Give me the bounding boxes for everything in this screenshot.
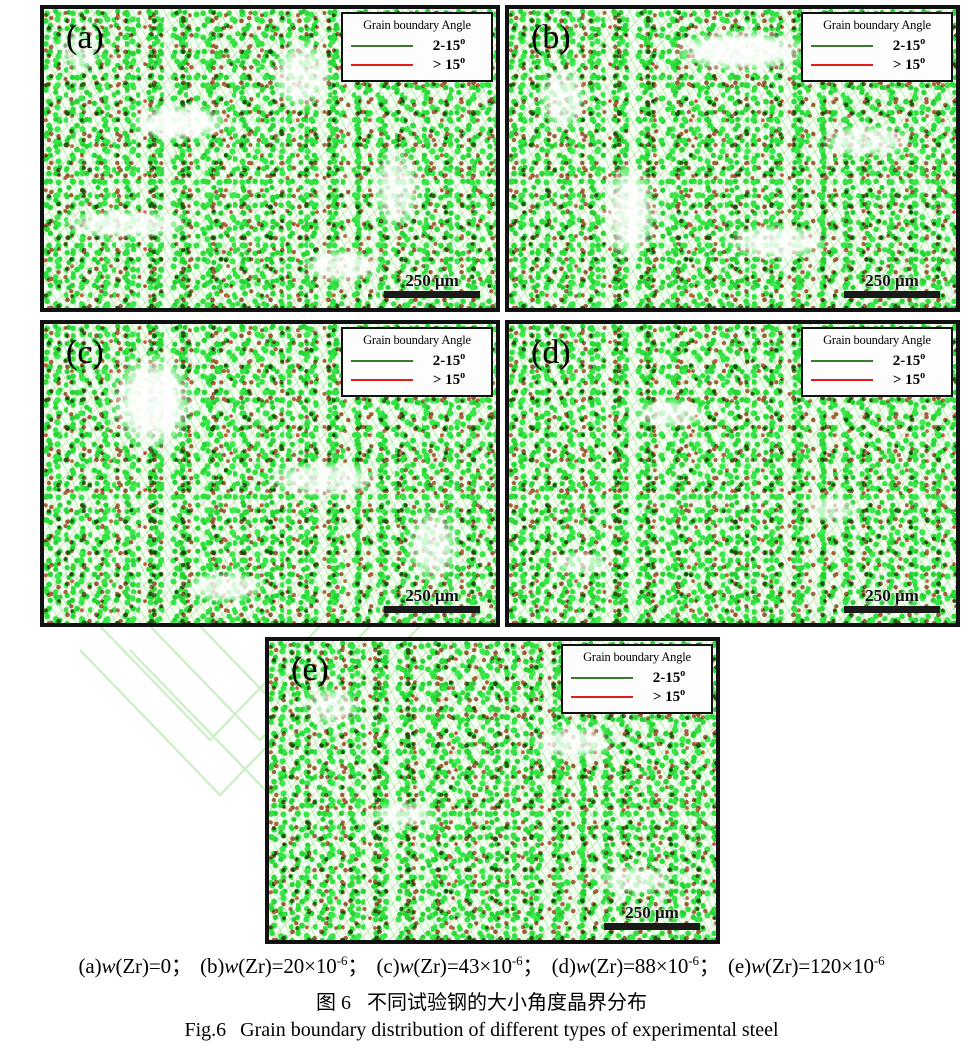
- micrograph-panel-a[interactable]: (a) Grain boundary Angle 2-15o > 15o 250…: [40, 5, 500, 312]
- scalebar-d: 250 μm: [844, 587, 940, 613]
- caption-condition-item: (c)w(Zr)=43×10-6: [376, 953, 523, 978]
- legend-row-low-angle: 2-15o: [349, 36, 485, 55]
- figure-panel-grid: (a) Grain boundary Angle 2-15o > 15o 250…: [40, 5, 960, 944]
- legend-label-low-angle: 2-15o: [652, 668, 686, 686]
- panel-label-e: (e): [291, 651, 329, 688]
- red-line-swatch-icon: [811, 378, 873, 381]
- legend-row-low-angle: 2-15o: [349, 351, 485, 370]
- panel-label-b: (b): [531, 19, 571, 56]
- caption-separator: ；: [171, 954, 201, 978]
- legend-label-high-angle: > 15o: [892, 55, 926, 73]
- caption-condition-item: (e)w(Zr)=120×10-6: [728, 953, 885, 978]
- caption-chinese: 图 6 不同试验钢的大小角度晶界分布: [0, 986, 963, 1015]
- scalebar-bar: [604, 923, 700, 930]
- caption-panel-conditions: (a)w(Zr)=0； (b)w(Zr)=20×10-6； (c)w(Zr)=4…: [0, 950, 963, 980]
- green-line-swatch-icon: [811, 359, 873, 362]
- legend-title: Grain boundary Angle: [823, 18, 931, 32]
- micrograph-panel-d[interactable]: (d) Grain boundary Angle 2-15o > 15o 250…: [505, 320, 960, 627]
- panel-label-c: (c): [66, 334, 104, 371]
- caption-separator: ；: [698, 954, 729, 978]
- ebsd-micrograph-b: [509, 9, 956, 308]
- caption-english-number: Fig.6: [184, 1019, 227, 1041]
- red-line-swatch-icon: [571, 695, 633, 698]
- legend-row-high-angle: > 15o: [349, 370, 485, 389]
- green-line-swatch-icon: [811, 44, 873, 47]
- caption-chinese-number: 图 6: [316, 992, 351, 1014]
- legend-title: Grain boundary Angle: [823, 333, 931, 347]
- figure-caption-block: (a)w(Zr)=0； (b)w(Zr)=20×10-6； (c)w(Zr)=4…: [0, 950, 963, 1042]
- panel-label-d: (d): [531, 334, 571, 371]
- scalebar-label: 250 μm: [405, 586, 459, 606]
- green-line-swatch-icon: [571, 676, 633, 679]
- scalebar-label: 250 μm: [865, 271, 919, 291]
- legend-row-low-angle: 2-15o: [809, 36, 945, 55]
- scalebar-b: 250 μm: [844, 272, 940, 298]
- legend-label-high-angle: > 15o: [432, 55, 466, 73]
- red-line-swatch-icon: [811, 63, 873, 66]
- legend-box-b: Grain boundary Angle 2-15o > 15o: [801, 12, 953, 82]
- legend-box-c: Grain boundary Angle 2-15o > 15o: [341, 327, 493, 397]
- legend-title: Grain boundary Angle: [363, 18, 471, 32]
- legend-box-a: Grain boundary Angle 2-15o > 15o: [341, 12, 493, 82]
- scalebar-bar: [384, 291, 480, 298]
- caption-condition-item: (a)w(Zr)=0: [78, 954, 172, 978]
- micrograph-panel-c[interactable]: (c) Grain boundary Angle 2-15o > 15o 250…: [40, 320, 500, 627]
- legend-row-high-angle: > 15o: [349, 55, 485, 74]
- red-line-swatch-icon: [351, 378, 413, 381]
- scalebar-label: 250 μm: [865, 586, 919, 606]
- legend-label-low-angle: 2-15o: [432, 351, 466, 369]
- micrograph-panel-b[interactable]: (b) Grain boundary Angle 2-15o > 15o 250…: [505, 5, 960, 312]
- scalebar-c: 250 μm: [384, 587, 480, 613]
- scalebar-label: 250 μm: [405, 271, 459, 291]
- scalebar-bar: [844, 291, 940, 298]
- legend-label-low-angle: 2-15o: [892, 36, 926, 54]
- legend-box-d: Grain boundary Angle 2-15o > 15o: [801, 327, 953, 397]
- caption-separator: ；: [522, 954, 552, 978]
- green-line-swatch-icon: [351, 44, 413, 47]
- caption-english-text: Grain boundary distribution of different…: [240, 1019, 779, 1041]
- ebsd-micrograph-c: [44, 324, 496, 623]
- legend-label-high-angle: > 15o: [652, 687, 686, 705]
- panel-label-a: (a): [66, 19, 104, 56]
- legend-row-high-angle: > 15o: [569, 687, 705, 706]
- scalebar-bar: [384, 606, 480, 613]
- scalebar-label: 250 μm: [625, 903, 679, 923]
- legend-label-low-angle: 2-15o: [432, 36, 466, 54]
- legend-box-e: Grain boundary Angle 2-15o > 15o: [561, 644, 713, 714]
- caption-condition-item: (b)w(Zr)=20×10-6: [200, 953, 348, 978]
- legend-row-high-angle: > 15o: [809, 370, 945, 389]
- scalebar-bar: [844, 606, 940, 613]
- legend-title: Grain boundary Angle: [583, 650, 691, 664]
- scalebar-a: 250 μm: [384, 272, 480, 298]
- legend-row-low-angle: 2-15o: [569, 668, 705, 687]
- legend-label-low-angle: 2-15o: [892, 351, 926, 369]
- legend-row-low-angle: 2-15o: [809, 351, 945, 370]
- legend-title: Grain boundary Angle: [363, 333, 471, 347]
- caption-separator: ；: [347, 954, 377, 978]
- caption-chinese-text: 不同试验钢的大小角度晶界分布: [367, 992, 647, 1014]
- caption-condition-item: (d)w(Zr)=88×10-6: [551, 953, 699, 978]
- red-line-swatch-icon: [351, 63, 413, 66]
- legend-label-high-angle: > 15o: [432, 370, 466, 388]
- legend-label-high-angle: > 15o: [892, 370, 926, 388]
- caption-english: Fig.6 Grain boundary distribution of diff…: [0, 1019, 963, 1042]
- legend-row-high-angle: > 15o: [809, 55, 945, 74]
- micrograph-panel-e[interactable]: (e) Grain boundary Angle 2-15o > 15o 250…: [265, 637, 720, 944]
- green-line-swatch-icon: [351, 359, 413, 362]
- scalebar-e: 250 μm: [604, 904, 700, 930]
